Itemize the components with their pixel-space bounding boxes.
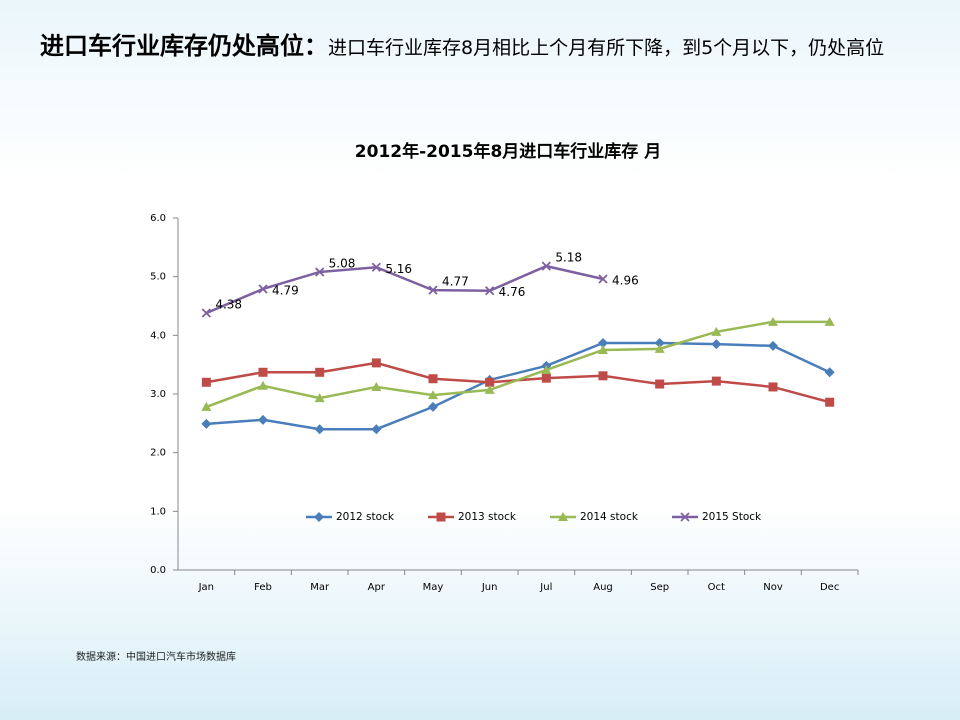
x-tick-label: Sep [650,582,669,593]
x-tick-label: Nov [763,582,783,593]
marker [258,380,268,390]
marker [371,381,382,391]
legend-label: 2012 stock [336,511,395,523]
marker [768,316,778,326]
series-line [205,264,604,315]
marker [485,286,495,296]
marker [436,512,446,522]
marker [315,367,325,377]
marker [598,337,608,348]
x-tick-label: Oct [708,582,725,593]
x-tick-label: Mar [310,582,330,593]
legend-label: 2014 stock [580,511,639,523]
marker [428,401,438,412]
marker [541,364,552,374]
data-label: 4.79 [272,283,299,297]
marker [314,393,325,403]
marker [824,316,835,326]
data-label: 5.08 [329,256,356,270]
headline: 进口车行业库存仍处高位：进口车行业库存8月相比上个月有所下降，到5个月以下，仍处… [40,34,930,61]
source-note: 数据来源：中国进口汽车市场数据库 [76,652,236,663]
marker [654,337,665,348]
marker [201,308,211,318]
marker [428,374,438,384]
data-label: 4.77 [442,275,469,289]
marker [654,343,665,353]
marker [541,373,551,383]
marker [824,367,835,378]
legend-label: 2013 stock [458,511,517,523]
x-tick-label: Feb [254,582,272,593]
marker [258,414,268,425]
headline-title: 进口车行业库存仍处高位： [40,32,328,60]
y-tick-label: 2.0 [150,448,166,459]
marker [428,390,438,400]
marker [315,267,325,277]
marker [371,262,381,272]
y-tick-label: 4.0 [150,330,166,341]
marker [541,261,551,271]
marker [655,379,665,389]
marker [201,418,212,429]
marker [598,345,608,354]
x-tick-label: Jun [481,582,498,593]
data-label: 5.16 [385,262,412,276]
marker [680,512,690,522]
x-tick-label: May [423,582,444,593]
marker [598,274,608,284]
marker [314,512,324,522]
marker [558,512,568,521]
marker [314,424,325,435]
marker [768,340,778,351]
data-label: 4.96 [612,274,639,288]
marker [711,376,721,386]
marker [371,424,382,435]
chart-title: 2012年-2015年8月进口车行业库存 月 [355,141,661,162]
marker [598,371,608,381]
series-line [206,361,830,404]
marker [711,339,722,350]
marker [258,284,268,294]
marker [825,397,835,407]
marker [485,377,495,387]
x-tick-label: Jan [198,582,214,593]
y-tick-label: 3.0 [150,389,166,400]
marker [371,358,381,368]
x-tick-label: Jul [539,582,552,593]
marker [258,367,268,377]
y-tick-label: 5.0 [150,272,166,283]
y-tick-label: 1.0 [150,506,166,517]
x-tick-label: Aug [593,582,613,593]
marker [201,377,211,387]
x-tick-label: Dec [820,582,839,593]
data-label: 4.76 [499,285,526,299]
data-label: 4.38 [215,298,242,312]
marker [711,326,722,336]
series-line [205,320,830,409]
series-line [206,341,831,431]
y-tick-label: 0.0 [150,565,166,576]
legend-label: 2015 Stock [702,511,762,523]
marker [484,384,495,394]
marker [768,382,778,392]
data-label: 5.18 [555,251,582,265]
marker [428,285,438,295]
headline-text: 进口车行业库存8月相比上个月有所下降，到5个月以下，仍处高位 [328,37,885,59]
marker [201,401,212,411]
x-tick-label: Apr [368,582,386,593]
y-tick-label: 6.0 [150,213,166,224]
